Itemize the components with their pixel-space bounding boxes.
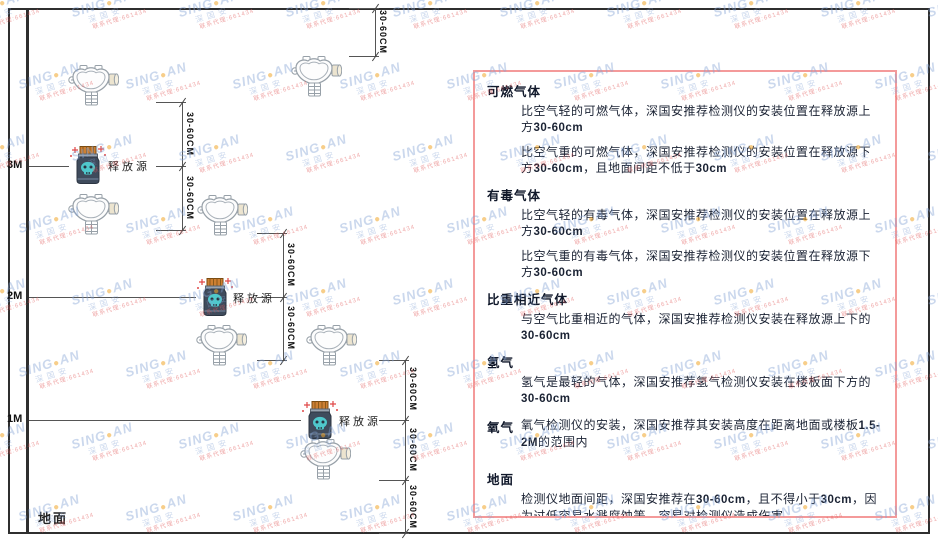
dimension-tick (349, 56, 379, 57)
dimension-tick (156, 230, 186, 231)
panel-section-heading: 有毒气体 (487, 189, 542, 203)
dimension-label: 30-60CM (185, 175, 195, 221)
watermark-dot-icon: ● (0, 141, 8, 154)
release-source-icon-3m (68, 144, 108, 186)
dimension-label: 30-60CM (185, 111, 195, 157)
dimension-tick (156, 102, 186, 103)
panel-section: 比重相近气体与空气比重相近的气体，深国安推荐检测仪安装在释放源上下的30-60c… (487, 289, 883, 344)
gas-detector-icon (197, 195, 248, 236)
dimension-tick (349, 8, 379, 9)
gas-detector-below-1m (299, 438, 351, 482)
dimension-label: 30-60CM (286, 242, 296, 287)
gas-detector-above-1m (305, 324, 357, 368)
dimension-tick (379, 360, 409, 361)
dimension-tick (379, 533, 409, 534)
gas-detector-icon (291, 56, 342, 97)
watermark-dot-icon: ● (0, 0, 8, 10)
level-label-1m: 1M (7, 413, 23, 425)
panel-section-heading: 氧气 (487, 421, 515, 435)
panel-section-heading: 可燃气体 (487, 85, 542, 99)
panel-paragraph: 氢气是最轻的气体，深国安推荐氢气检测仪安装在楼板面下方的30-60cm (521, 375, 872, 405)
panel-section-heading: 比重相近气体 (487, 293, 569, 307)
release-source-bottle-icon (302, 401, 338, 439)
dimension-tick (379, 420, 409, 422)
release-source-label-2m: 释放源 (233, 293, 275, 305)
dimension-label: 30-60CM (378, 9, 388, 55)
panel-section: 可燃气体比空气轻的可燃气体，深国安推荐检测仪的安装位置在释放源上方30-60cm… (487, 81, 883, 177)
watermark-dot-icon: ● (0, 429, 8, 442)
gas-detector-above-2m (196, 194, 248, 238)
dimension-tick (379, 480, 409, 482)
dimension-label: 30-60CM (408, 485, 418, 530)
gas-detector-icon (68, 65, 119, 106)
panel-paragraph: 比空气重的有毒气体，深国安推荐检测仪的安装位置在释放源下方30-60cm (521, 249, 872, 279)
release-source-label-3m: 释放源 (108, 161, 150, 173)
panel-section: 地面 检测仪地面间距，深国安推荐在30-60cm，且不得小于30cm，因为过低容易… (487, 469, 883, 518)
gas-detector-below-3m (67, 193, 119, 237)
panel-paragraph: 比空气重的可燃气体，深国安推荐检测仪的安装位置在释放源下方30-60cm，且地面… (521, 145, 872, 175)
release-source-bottle-icon (70, 146, 106, 184)
dimension-tick (257, 360, 287, 361)
gas-detector-icon (300, 439, 351, 480)
panel-paragraph: 氧气检测仪的安装，深国安推荐其安装高度在距离地面或楼板1.5-2M的范围内 (521, 418, 881, 449)
dimension-label: 30-60CM (286, 306, 296, 351)
panel-paragraph: 比空气轻的有毒气体，深国安推荐检测仪的安装位置在释放源上方30-60cm (521, 208, 872, 238)
dimension-label: 30-60CM (408, 367, 418, 412)
release-source-icon-1m (300, 399, 340, 441)
room-outline (8, 8, 930, 534)
dimension-line (375, 8, 376, 56)
gas-detector-icon (68, 194, 119, 235)
dimension-label: 30-60CM (408, 427, 418, 472)
wall-line (26, 8, 29, 534)
panel-paragraph: 比空气轻的可燃气体，深国安推荐检测仪的安装位置在释放源上方30-60cm (521, 104, 872, 134)
release-source-label-1m: 释放源 (339, 416, 381, 428)
dimension-tick (156, 166, 186, 167)
gas-detector-icon (306, 325, 357, 366)
gas-detector-above-3m (67, 64, 119, 108)
gas-detector-ceiling (290, 55, 342, 99)
panel-section-heading: 氢气 (487, 356, 515, 370)
dimension-line (405, 360, 406, 533)
release-source-icon-2m (195, 276, 235, 318)
release-source-bottle-icon (197, 278, 233, 316)
panel-paragraph: 检测仪地面间距，深国安推荐在30-60cm，且不得小于30cm，因为过低容易水溅… (521, 492, 878, 518)
panel-inline-row: 氧气 氧气检测仪的安装，深国安推荐其安装高度在距离地面或楼板1.5-2M的范围内 (487, 417, 883, 459)
panel-section: 氢气 氢气是最轻的气体，深国安推荐氢气检测仪安装在楼板面下方的30-60cm (487, 352, 883, 407)
level-line-1m (29, 420, 301, 421)
dimension-tick (257, 233, 287, 234)
dimension-tick (257, 296, 287, 298)
gas-detector-below-2m (195, 324, 247, 368)
level-label-2m: 2M (7, 290, 23, 302)
panel-paragraph: 与空气比重相近的气体，深国安推荐检测仪安装在释放源上下的30-60cm (521, 312, 872, 342)
level-line-2m (29, 297, 196, 298)
panel-section: 有毒气体比空气轻的有毒气体，深国安推荐检测仪的安装位置在释放源上方30-60cm… (487, 185, 883, 281)
panel-section: 氧气 氧气检测仪的安装，深国安推荐其安装高度在距离地面或楼板1.5-2M的范围内 (487, 417, 883, 459)
gas-detector-icon (196, 325, 247, 366)
level-line-3m (29, 166, 69, 167)
level-label-3m: 3M (7, 159, 23, 171)
installation-notes-panel: 可燃气体比空气轻的可燃气体，深国安推荐检测仪的安装位置在释放源上方30-60cm… (473, 70, 897, 518)
panel-section-heading: 地面 (487, 473, 515, 487)
ground-label: 地面 (38, 511, 69, 526)
